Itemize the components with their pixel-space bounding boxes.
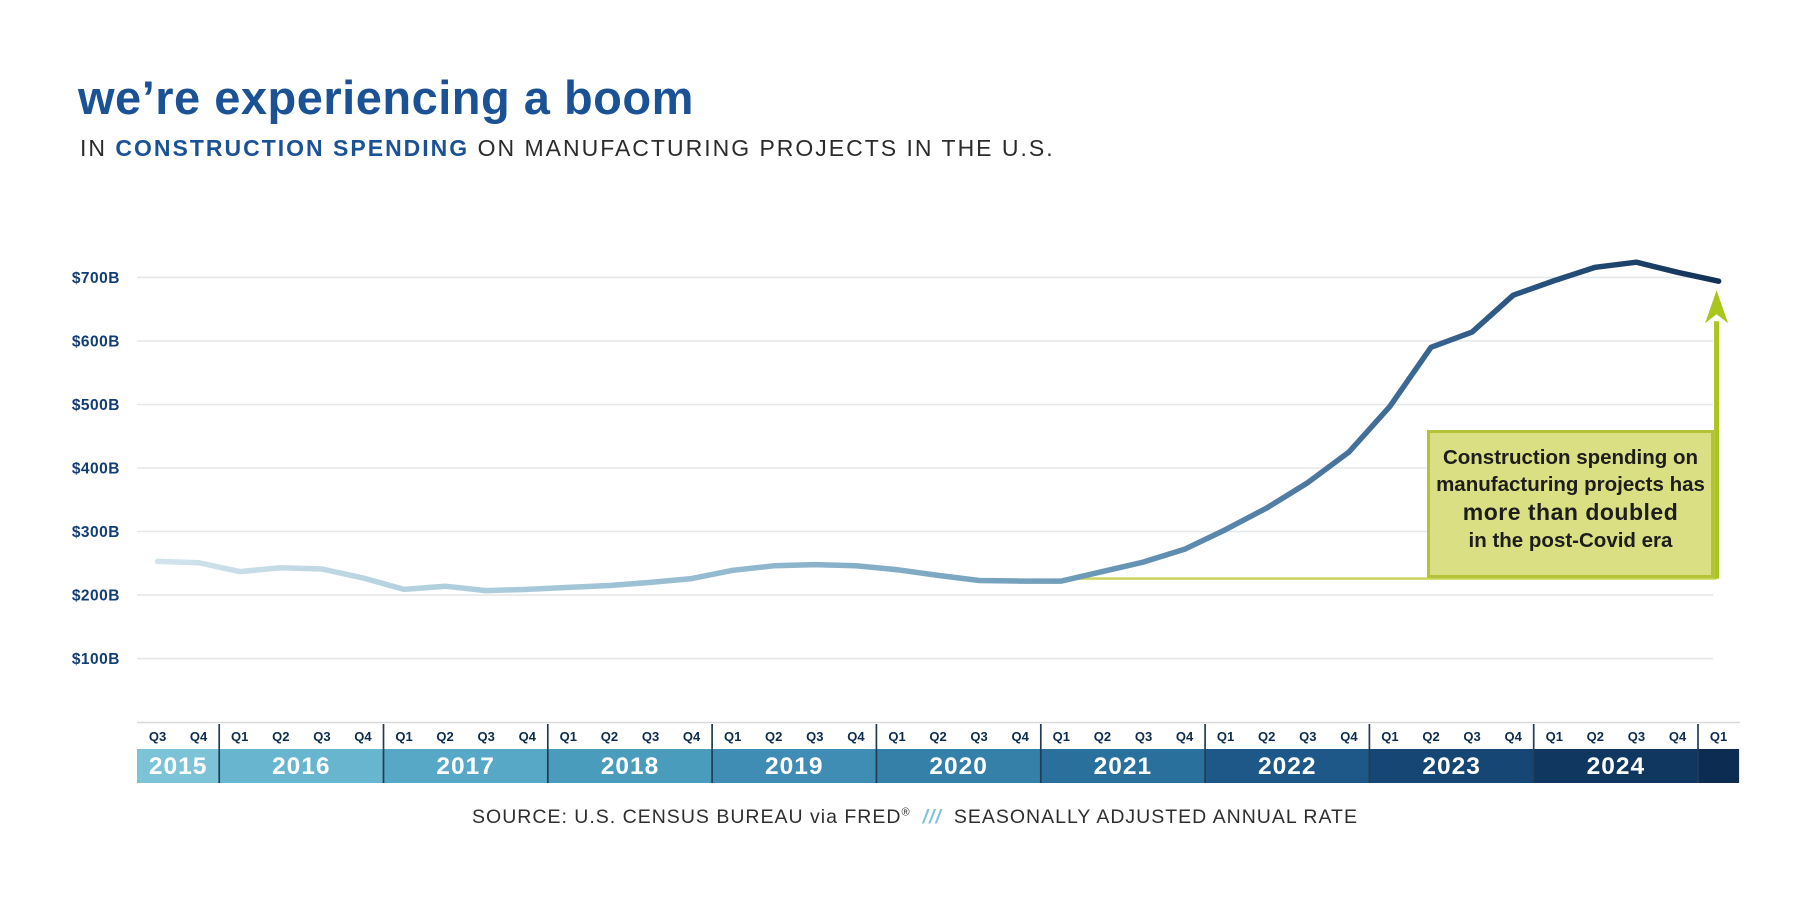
- subtitle-suffix: ON MANUFACTURING PROJECTS IN THE U.S.: [469, 135, 1055, 161]
- year-band: [383, 749, 548, 783]
- year-band: [547, 749, 713, 783]
- quarter-label: Q3: [1628, 729, 1645, 744]
- y-axis-tick-label: $100B: [72, 651, 120, 668]
- quarter-label: Q3: [806, 729, 823, 744]
- quarter-label: Q3: [478, 729, 495, 744]
- quarter-label: Q1: [560, 729, 577, 744]
- callout-line-emphasis: more than doubled: [1462, 499, 1679, 525]
- quarter-label: Q2: [601, 729, 618, 744]
- quarter-label: Q3: [313, 729, 330, 744]
- quarter-label: Q4: [1012, 729, 1030, 744]
- year-label: 2022: [1258, 753, 1317, 780]
- slashes-divider-icon: ///: [922, 806, 942, 828]
- subtitle-emphasis: CONSTRUCTION SPENDING: [115, 135, 470, 161]
- source-text: SOURCE: U.S. CENSUS BUREAU via FRED: [472, 806, 902, 828]
- year-label: 2023: [1422, 753, 1481, 780]
- subtitle-prefix: IN: [80, 135, 116, 161]
- page-subtitle: IN CONSTRUCTION SPENDING ON MANUFACTURIN…: [80, 135, 1055, 162]
- callout-line: manufacturing projects has: [1436, 473, 1705, 496]
- quarter-label: Q1: [1217, 729, 1234, 744]
- quarter-label: Q3: [642, 729, 659, 744]
- quarter-label: Q1: [1546, 729, 1563, 744]
- x-axis-group: 2015 Q3 Q4 2016 Q1 Q2 Q3 Q4 2017 Q1 Q2 Q3 Q4 2018 Q1 Q2…: [137, 721, 1740, 783]
- y-axis-tick-label: $200B: [72, 588, 120, 605]
- quarter-label: Q1: [1710, 729, 1727, 744]
- quarter-label: Q2: [765, 729, 782, 744]
- spending-line: [154, 259, 1722, 594]
- quarter-label: Q3: [970, 729, 987, 744]
- callout-line: in the post-Covid era: [1468, 529, 1673, 552]
- year-label: 2024: [1587, 753, 1646, 780]
- year-band: [137, 749, 220, 783]
- quarter-label: Q1: [724, 729, 741, 744]
- source-note: SEASONALLY ADJUSTED ANNUAL RATE: [953, 806, 1358, 828]
- year-label: 2019: [765, 753, 824, 780]
- arrow-head-icon: [1705, 290, 1729, 324]
- year-label: 2021: [1094, 753, 1153, 780]
- annotation-callout: Construction spending on manufacturing p…: [1427, 430, 1714, 578]
- gridlines-group: $700B $600B $500B $400B $300B $200B $100B: [72, 270, 1713, 668]
- quarter-label: Q1: [1381, 729, 1398, 744]
- quarter-label: Q2: [436, 729, 453, 744]
- year-band: [219, 749, 384, 783]
- quarter-label: Q2: [272, 729, 289, 744]
- quarter-label: Q4: [1340, 729, 1358, 744]
- year-band: [1040, 749, 1206, 783]
- y-axis-tick-label: $700B: [72, 270, 120, 287]
- quarter-label: Q4: [519, 729, 537, 744]
- quarter-label: Q4: [1669, 729, 1687, 744]
- quarter-label: Q3: [1463, 729, 1480, 744]
- quarter-label: Q4: [354, 729, 372, 744]
- y-axis-tick-label: $300B: [72, 524, 120, 541]
- year-label: 2015: [149, 753, 208, 780]
- annotation-arrow-group: [1705, 290, 1729, 579]
- year-band: [1205, 749, 1370, 783]
- quarter-label: Q3: [149, 729, 166, 744]
- source-line: SOURCE: U.S. CENSUS BUREAU via FRED® /// S…: [30, 806, 1800, 829]
- quarter-label: Q2: [1094, 729, 1111, 744]
- quarter-label: Q1: [1053, 729, 1070, 744]
- year-label: 2017: [436, 753, 495, 780]
- registered-mark: ®: [901, 806, 911, 819]
- y-axis-tick-label: $600B: [72, 334, 120, 351]
- y-axis-tick-label: $500B: [72, 397, 120, 414]
- quarter-label: Q2: [1258, 729, 1275, 744]
- year-band: [1369, 749, 1534, 783]
- quarter-label: Q1: [231, 729, 248, 744]
- quarter-label: Q4: [1505, 729, 1523, 744]
- quarter-label: Q4: [683, 729, 701, 744]
- quarter-label: Q2: [1422, 729, 1439, 744]
- quarter-label: Q1: [395, 729, 412, 744]
- page-title: we’re experiencing a boom: [78, 71, 694, 124]
- quarter-label: Q3: [1299, 729, 1316, 744]
- quarter-label: Q4: [1176, 729, 1194, 744]
- year-label: 2020: [929, 753, 988, 780]
- year-band: [1533, 749, 1698, 783]
- callout-line: Construction spending on: [1442, 446, 1699, 469]
- year-band: [1698, 749, 1740, 783]
- quarter-label: Q1: [888, 729, 905, 744]
- year-band: [712, 749, 877, 783]
- year-label: 2018: [601, 753, 660, 780]
- quarter-label: Q2: [1587, 729, 1604, 744]
- y-axis-tick-label: $400B: [72, 461, 120, 478]
- quarter-label: Q4: [190, 729, 208, 744]
- quarter-label: Q3: [1135, 729, 1152, 744]
- quarter-label: Q4: [847, 729, 865, 744]
- year-band: [876, 749, 1041, 783]
- quarter-label: Q2: [929, 729, 946, 744]
- year-label: 2016: [272, 753, 331, 780]
